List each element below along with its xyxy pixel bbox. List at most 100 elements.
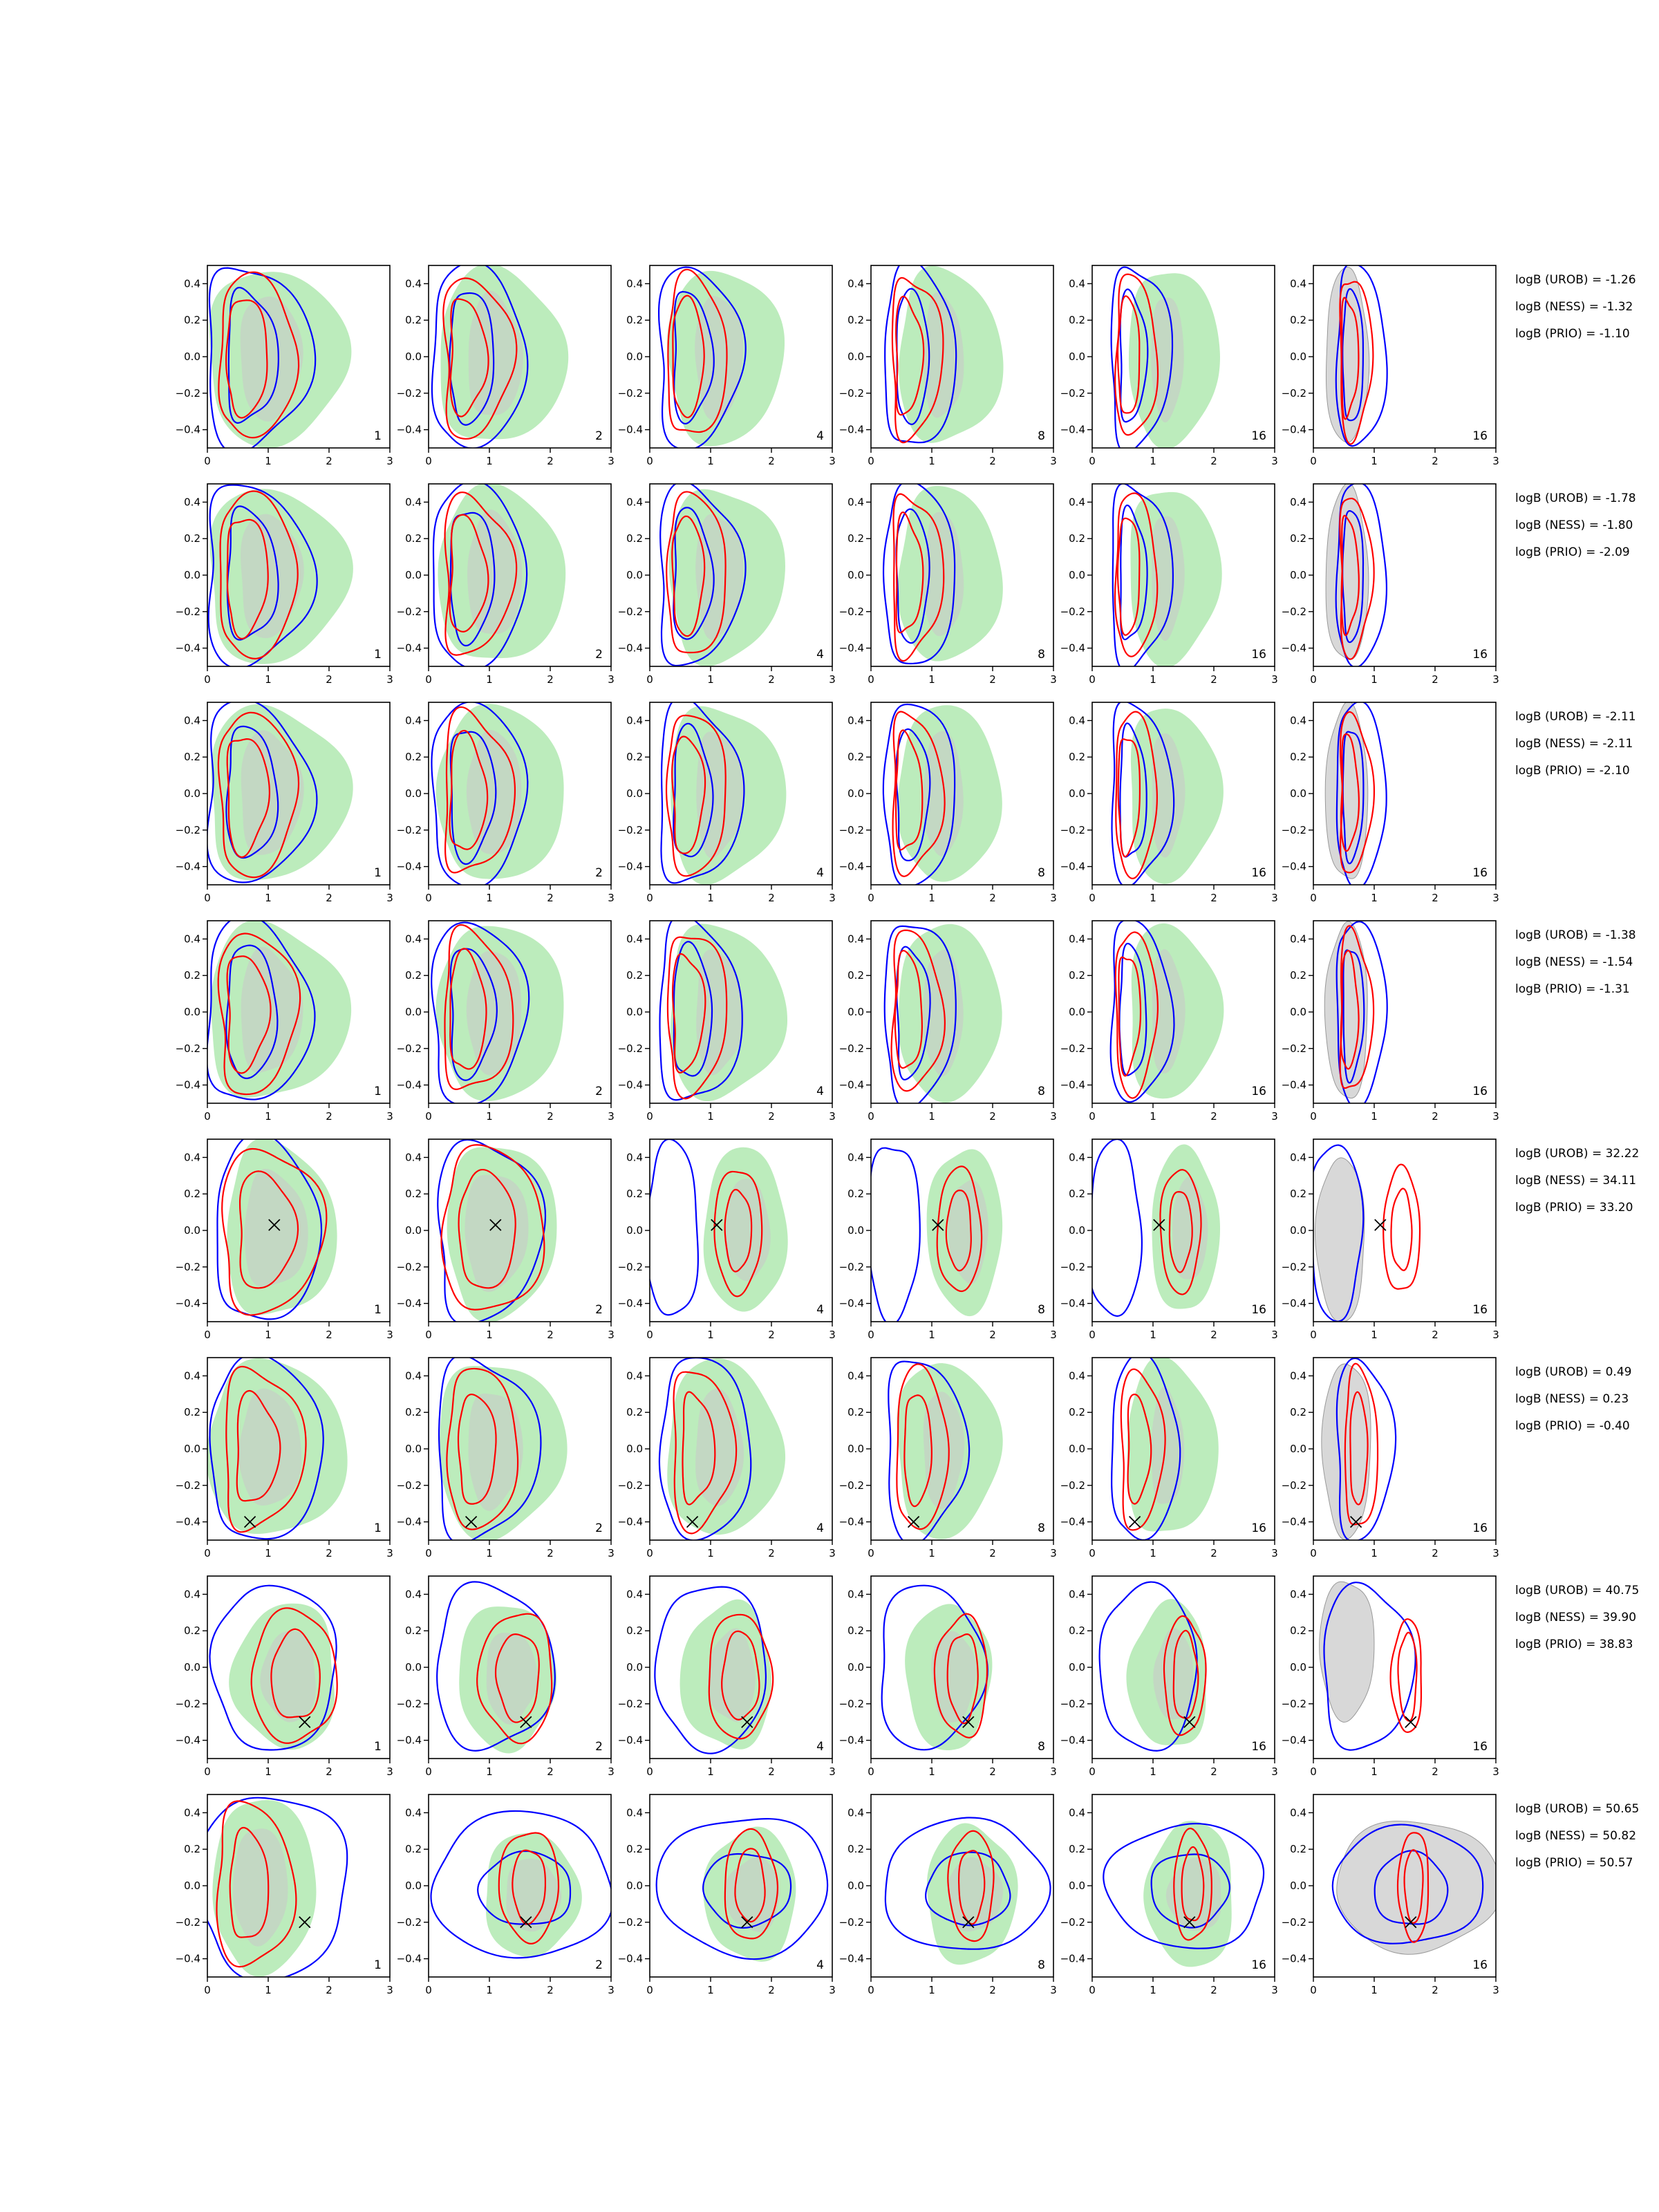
y-tick-label: −0.2 [1060, 824, 1085, 836]
x-tick-label: 1 [486, 1765, 493, 1778]
y-tick-label: −0.2 [1060, 1479, 1085, 1492]
y-tick-label: −0.4 [1060, 1297, 1085, 1310]
red-contour [1114, 931, 1159, 1099]
contours [207, 921, 352, 1100]
panel-r6-c2: 0 1 2 3−0.4−0.20.00.20.42 [397, 1357, 615, 1559]
panel-r3-c1: 0 1 2 3 −0.4 −0.2 0.0 0.2 0.4 1 [176, 702, 393, 904]
y-tick-label: 0.0 [847, 350, 864, 363]
y-tick-label: 0.4 [626, 1806, 643, 1819]
green-density-inner [1151, 297, 1184, 423]
y-tick-label: 0.0 [1069, 569, 1085, 581]
red-contour [1382, 1163, 1421, 1290]
true-value-marker [741, 1716, 753, 1728]
panel-label: 16 [1251, 1958, 1266, 1972]
panel-label: 16 [1251, 1521, 1266, 1535]
y-tick-label: 0.2 [1069, 1624, 1085, 1637]
y-tick-label: −0.2 [1282, 606, 1306, 618]
x-tick-label: 0 [204, 892, 211, 904]
true-value-marker [299, 1716, 311, 1728]
y-tick-label: 0.4 [1069, 496, 1085, 508]
red-contour [666, 491, 727, 654]
green-density-inner [1165, 1857, 1221, 1931]
x-tick-label: 0 [646, 1984, 653, 1996]
true-value-marker [1405, 1916, 1417, 1929]
x-tick-label: 3 [829, 892, 836, 904]
logb-annotation: logB (NESS) = -1.32 [1515, 300, 1633, 314]
x-tick-label: 2 [768, 673, 775, 686]
contours [1103, 1821, 1265, 1967]
x-tick-label: 3 [1271, 1329, 1278, 1341]
blue-contour [896, 946, 931, 1081]
y-tick-label: 0.0 [847, 1880, 864, 1892]
red-contour [724, 1828, 779, 1940]
blue-contour [1374, 1850, 1449, 1925]
y-tick-label: −0.4 [176, 1297, 200, 1310]
red-contour [476, 1613, 553, 1745]
panel-label: 16 [1472, 866, 1488, 880]
logb-annotation: logB (PRIO) = -2.09 [1515, 545, 1630, 559]
red-contour [666, 936, 728, 1100]
y-tick-label: 0.0 [626, 350, 643, 363]
red-contour [440, 1144, 545, 1311]
x-tick-label: 1 [707, 1984, 714, 1996]
x-tick-label: 1 [1150, 1984, 1156, 1996]
x-tick-label: 3 [386, 1547, 393, 1559]
panel-label: 8 [1038, 429, 1045, 443]
panel-r8-c2: 0 1 2 3−0.4−0.20.00.20.42 [397, 1794, 615, 1996]
x-tick-label: 2 [547, 1984, 554, 1996]
x-tick-label: 3 [1492, 673, 1499, 686]
y-tick-label: 0.4 [1069, 277, 1085, 290]
red-contour [724, 1188, 753, 1273]
y-tick-label: −0.4 [397, 1297, 422, 1310]
y-tick-label: −0.4 [1282, 861, 1306, 873]
blue-contour [673, 507, 715, 640]
x-tick-label: 2 [1432, 455, 1438, 467]
contours [882, 703, 1002, 885]
panel-r2-c3: 0 1 2 3 −0.4 −0.2 0.0 0.2 0.4 4 [618, 483, 836, 686]
x-tick-label: 3 [1492, 1765, 1499, 1778]
y-tick-label: 0.4 [626, 714, 643, 727]
red-contour [444, 706, 516, 874]
panel-r4-c6: 0 1 2 3 −0.4 −0.2 0.0 0.2 0.4 16 [1282, 920, 1499, 1123]
y-tick-label: −0.4 [1060, 1953, 1085, 1965]
green-density-inner [240, 297, 303, 422]
contours [1319, 1581, 1423, 1751]
y-tick-label: −0.2 [1282, 1479, 1306, 1492]
x-tick-label: 2 [326, 892, 332, 904]
contours [1331, 1820, 1496, 1955]
y-tick-label: −0.4 [397, 642, 422, 655]
y-tick-label: −0.2 [176, 1479, 200, 1492]
logb-annotation: logB (PRIO) = 33.20 [1515, 1201, 1633, 1215]
red-contour [498, 1832, 560, 1944]
y-tick-label: 0.2 [1069, 751, 1085, 763]
blue-contour [449, 512, 496, 647]
red-contour [238, 1170, 299, 1289]
y-tick-label: 0.4 [847, 1588, 864, 1600]
panel-r1-c5: 0 1 2 3 −0.4 −0.2 0.0 0.2 0.4 16 [1060, 265, 1278, 467]
x-tick-label: 2 [1432, 1110, 1438, 1123]
y-tick-label: −0.2 [618, 1042, 643, 1055]
y-tick-label: −0.2 [1282, 1042, 1306, 1055]
contours [431, 921, 564, 1103]
x-tick-label: 0 [425, 1547, 432, 1559]
y-tick-label: 0.4 [405, 1151, 422, 1163]
y-tick-label: −0.4 [176, 1516, 200, 1528]
x-tick-label: 2 [326, 1984, 332, 1996]
blue-contour [431, 265, 529, 448]
y-tick-label: 0.0 [1069, 350, 1085, 363]
logb-annotation: logB (NESS) = -2.11 [1515, 737, 1633, 751]
true-value-marker [520, 1916, 532, 1929]
x-tick-label: 1 [928, 1765, 935, 1778]
y-tick-label: −0.4 [839, 861, 864, 873]
y-tick-label: −0.2 [1060, 387, 1085, 400]
red-contour [1340, 733, 1360, 852]
y-tick-label: 0.4 [184, 496, 200, 508]
x-tick-label: 2 [768, 1765, 775, 1778]
red-contour [1340, 949, 1360, 1070]
blue-contour [431, 921, 530, 1103]
panel-label: 1 [374, 429, 382, 443]
red-contour [512, 1849, 547, 1925]
y-tick-label: −0.4 [618, 1079, 643, 1091]
x-tick-label: 0 [1310, 455, 1317, 467]
x-tick-label: 1 [1371, 1110, 1378, 1123]
